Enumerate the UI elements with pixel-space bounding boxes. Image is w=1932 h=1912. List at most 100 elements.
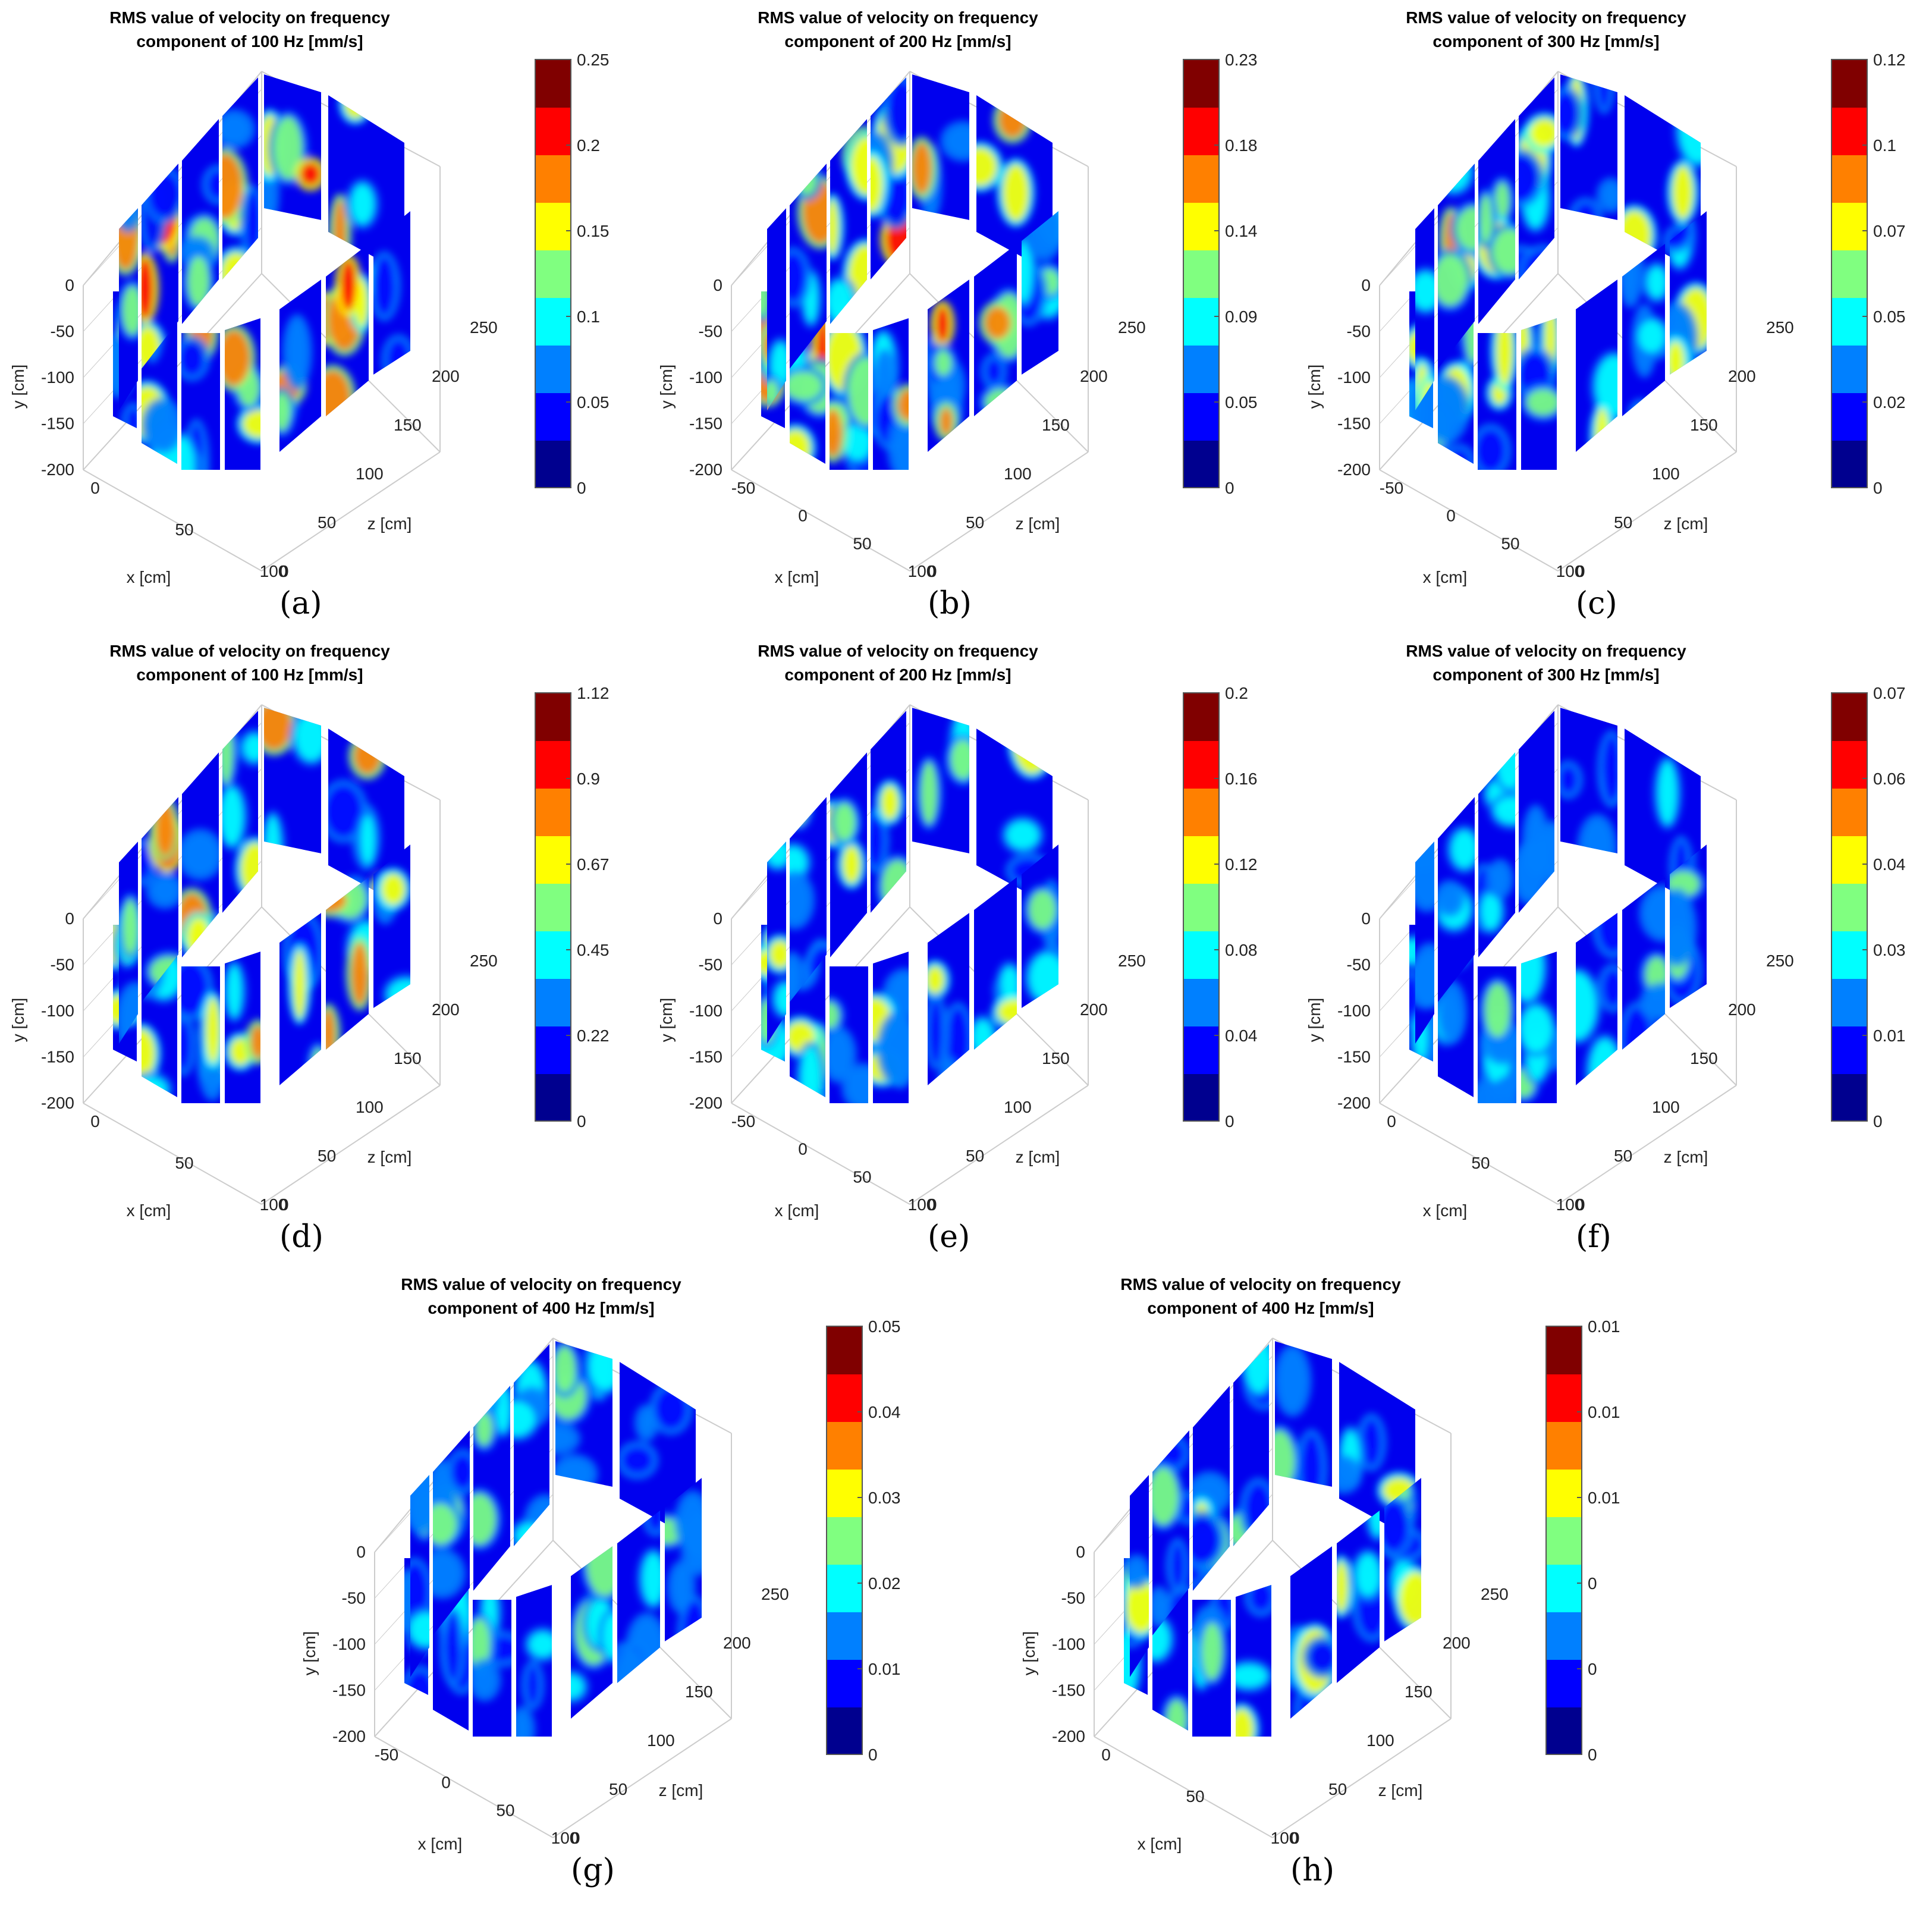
colorbar-tick-label: 0.04 (868, 1403, 901, 1421)
heat-spot (225, 330, 250, 386)
heat-spot (830, 1002, 840, 1029)
heat-spot (351, 942, 369, 1005)
heat-spot (516, 1711, 530, 1737)
colorbar-tick-label: 0.12 (1225, 855, 1258, 874)
colorbar-tick-label: 0.1 (577, 307, 600, 326)
colorbar-tick-label: 0.18 (1225, 136, 1258, 155)
heat-spot (888, 974, 909, 1014)
heat-spot (797, 165, 817, 195)
colorbar-band (1832, 131, 1867, 155)
colorbar-tick-label: 0 (1225, 1112, 1234, 1131)
chart-svg: 0 -50 -100 -150 -200 y [cm] 0 50 100 x [cm] 0 50 100… (1305, 684, 1906, 1220)
colorbar-band (1832, 440, 1867, 464)
z-tick-label: 0 (279, 562, 289, 580)
colorbar-band (1546, 1350, 1582, 1374)
z-tick-label: 200 (432, 1000, 460, 1019)
x-tick-label: 100 (1271, 1829, 1299, 1847)
surface-strip (1022, 844, 1058, 1008)
surface-strip (1275, 1341, 1332, 1487)
colorbar-band (1183, 788, 1219, 812)
heat-spot (898, 389, 909, 421)
colorbar-tick-label: 0 (1225, 479, 1234, 497)
heat-spot (1154, 1439, 1185, 1468)
heat-spot (1152, 1619, 1170, 1659)
heat-spot (1130, 1580, 1149, 1633)
heat-spot (1478, 1085, 1494, 1103)
y-tick-label: 0 (1361, 276, 1371, 294)
colorbar-tick-label: 0.2 (577, 136, 600, 155)
panel-f: RMS value of velocity on frequency compon… (1296, 633, 1927, 1264)
heat-spot (943, 1063, 956, 1085)
colorbar-band (827, 1493, 862, 1517)
heat-spot (1236, 1665, 1268, 1687)
y-tick-label: -50 (51, 322, 74, 341)
surface-strip (871, 711, 906, 913)
panel-label: (c) (1576, 586, 1617, 621)
y-tick-label: -50 (342, 1589, 366, 1608)
z-tick-label: 150 (1042, 1049, 1070, 1068)
axis-grid-line (1557, 451, 1737, 572)
colorbar-tick-label: 0.2 (1225, 684, 1248, 702)
chart-svg: 0 -50 -100 -150 -200 y [cm] -50 0 50 100 x [cm] 0 50… (300, 1317, 901, 1853)
colorbar-band (1546, 1517, 1582, 1541)
heat-spot (1491, 864, 1509, 894)
colorbar-band (827, 1540, 862, 1565)
panel-label-text: (e) (928, 1219, 970, 1255)
x-tick-label: 100 (908, 1195, 936, 1214)
surface-strip (373, 211, 410, 375)
x-tick-label: 0 (441, 1773, 451, 1792)
chart-title: RMS value of velocity on frequency compon… (672, 639, 1124, 687)
heat-spot (986, 359, 1002, 384)
colorbar: 0 0 0 0.01 0.01 0.01 (1545, 1317, 1620, 1764)
colorbar-tick-label: 0.45 (577, 941, 610, 959)
colorbar-tick-label: 0.22 (577, 1026, 610, 1045)
heat-spot (1598, 74, 1610, 109)
surface-strip (279, 280, 321, 452)
heat-spot (830, 1031, 852, 1078)
heat-spot (1029, 954, 1058, 1001)
z-tick-label: 50 (966, 1147, 984, 1165)
colorbar-band (535, 369, 571, 393)
colorbar-tick-label: 0 (868, 1745, 878, 1764)
heat-spot (1595, 407, 1609, 452)
heat-spot (1670, 341, 1685, 375)
colorbar-tick-label: 0.01 (1588, 1403, 1620, 1421)
heat-spot (676, 1365, 696, 1389)
colorbar-tick-label: 0 (1873, 1112, 1883, 1131)
heat-spot (848, 244, 867, 305)
z-axis-label: z [cm] (367, 1148, 412, 1166)
colorbar-tick-label: 0.23 (1225, 51, 1258, 69)
y-tick-label: -200 (689, 1094, 722, 1112)
colorbar-band (1832, 812, 1867, 836)
x-tick-label: 50 (853, 1167, 871, 1186)
heat-spot (287, 319, 307, 385)
z-tick-label: 100 (356, 464, 384, 483)
heat-spot (843, 846, 860, 884)
colorbar-band (1832, 202, 1867, 227)
colorbar-band (1183, 740, 1219, 765)
heat-spot (274, 117, 303, 180)
y-tick-label: -100 (689, 368, 722, 387)
colorbar-frame (535, 692, 571, 1122)
heat-spot (1526, 389, 1557, 416)
colorbar-band (535, 978, 571, 1003)
colorbar: 0 0.01 0.03 0.04 0.06 0.07 (1831, 684, 1906, 1131)
heat-spot (997, 999, 1017, 1025)
surface-strip (976, 95, 1053, 274)
heat-spot (207, 170, 219, 199)
colorbar-band (1183, 1050, 1219, 1074)
y-tick-label: -200 (1052, 1727, 1085, 1745)
heat-spot (1438, 164, 1470, 191)
colorbar-band (827, 1421, 862, 1446)
surface-strip (1622, 877, 1665, 1050)
axis-grid-line (552, 1718, 732, 1838)
colorbar-band (1546, 1398, 1582, 1422)
x-tick-label: 0 (1387, 1112, 1396, 1131)
heat-spot (1202, 1622, 1223, 1680)
surface-strip (182, 119, 219, 324)
heat-spot (526, 1666, 539, 1704)
panel-label-text: (b) (928, 586, 972, 621)
x-tick-label: 100 (908, 562, 936, 580)
z-axis-label: z [cm] (1664, 1148, 1708, 1166)
heat-spot (617, 1649, 645, 1683)
